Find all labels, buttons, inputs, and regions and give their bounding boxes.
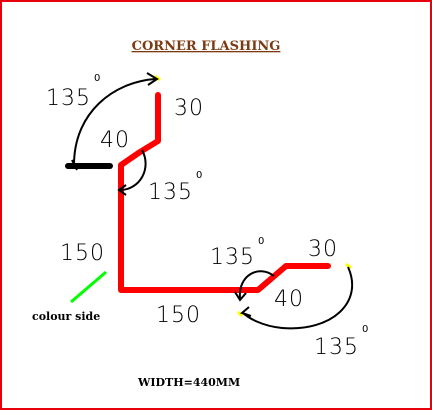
- flashing-profile: [118, 92, 331, 293]
- dim-top-bend: 40: [100, 128, 130, 153]
- dim-bottom-return: 30: [308, 237, 338, 262]
- drawing-title: CORNER FLASHING: [132, 39, 281, 54]
- angle-unit-top-left: 0: [94, 73, 100, 84]
- angle-arc-bottom-right: [241, 266, 354, 330]
- angle-label-top-left: 135: [46, 86, 91, 111]
- angle-arc-top-left: [73, 78, 156, 166]
- dim-top-return: 30: [174, 96, 204, 121]
- tip-marker-bottom: [236, 310, 244, 318]
- tip-marker-right: [345, 262, 352, 270]
- dim-vertical: 150: [60, 241, 105, 266]
- colour-side-marker: [70, 270, 107, 304]
- angle-unit-top-inner: 0: [196, 170, 202, 181]
- angle-label-bottom-inner: 135: [210, 245, 255, 270]
- angle-arc-top-inner: [119, 149, 147, 191]
- tip-marker-top: [154, 74, 161, 82]
- dim-horizontal: 150: [156, 303, 201, 328]
- angle-label-top-inner: 135: [148, 180, 193, 205]
- angle-arc-bottom-inner: [238, 270, 275, 299]
- width-label: WIDTH=440MM: [137, 376, 240, 389]
- colour-side-label: colour side: [32, 310, 100, 323]
- angle-unit-bottom-inner: 0: [258, 236, 264, 247]
- angle-label-bottom-right: 135: [314, 335, 359, 360]
- dim-bottom-bend: 40: [274, 287, 304, 312]
- angle-unit-bottom-right: 0: [362, 324, 368, 335]
